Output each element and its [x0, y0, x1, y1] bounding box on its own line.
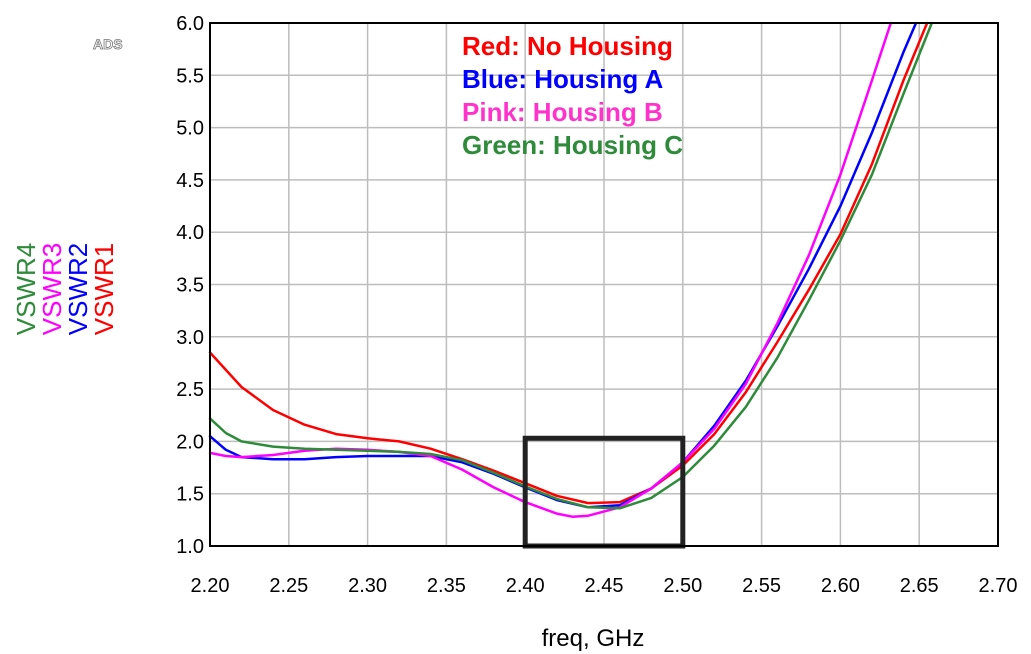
- x-tick-label: 2.45: [585, 575, 624, 597]
- plot-frame: [209, 22, 999, 547]
- y-axis-label-vswr4: VSWR4: [11, 243, 41, 335]
- legend-entry: Blue: Housing A: [462, 64, 663, 94]
- y-tick-label: 2.0: [176, 431, 204, 453]
- y-tick-label: 3.5: [176, 275, 204, 297]
- x-tick-label: 2.70: [979, 575, 1018, 597]
- ads-watermark: ADS: [93, 36, 123, 52]
- legend-entry: Pink: Housing B: [462, 97, 663, 127]
- y-tick-label: 5.5: [176, 65, 204, 87]
- x-tick-label: 2.30: [348, 575, 387, 597]
- y-axis-label-text: VSWR4VSWR3VSWR2VSWR1: [11, 243, 119, 335]
- y-tick-label: 1.0: [176, 536, 204, 558]
- x-tick-label: 2.20: [191, 575, 230, 597]
- y-axis-label: VSWR4VSWR3VSWR2VSWR1: [11, 243, 119, 335]
- legend-entry: Red: No Housing: [462, 31, 673, 61]
- y-tick-label: 4.0: [176, 222, 204, 244]
- y-tick-label: 4.5: [176, 170, 204, 192]
- y-axis-label-vswr1: VSWR1: [89, 243, 119, 335]
- y-tick-label: 1.5: [176, 484, 204, 506]
- series-line-vswr3: [208, 21, 893, 518]
- series-line-vswr1: [208, 21, 929, 505]
- x-tick-label: 2.60: [821, 575, 860, 597]
- y-tick-label: 5.0: [176, 118, 204, 140]
- y-tick-label: 6.0: [176, 13, 204, 35]
- plot-frame-group: [209, 22, 999, 547]
- x-tick-labels: 2.20 2.25 2.30 2.35 2.40 2.45 2.50 2.55 2.60 2.65…: [191, 575, 1018, 597]
- x-tick-label: 2.35: [427, 575, 466, 597]
- y-axis-label-vswr2: VSWR2: [63, 243, 93, 335]
- x-tick-label: 2.55: [742, 575, 781, 597]
- series-group: [208, 21, 934, 518]
- x-axis-title: freq, GHz: [542, 625, 645, 652]
- x-tick-label: 2.40: [506, 575, 545, 597]
- y-tick-label: 2.5: [176, 379, 204, 401]
- y-tick-label: 3.0: [176, 327, 204, 349]
- x-tick-label: 2.50: [663, 575, 702, 597]
- series-line-vswr4: [208, 21, 934, 510]
- legend-entry: Green: Housing C: [462, 130, 683, 160]
- x-tick-label: 2.25: [269, 575, 308, 597]
- y-axis-label-vswr3: VSWR3: [37, 243, 67, 335]
- y-tick-labels: 1.0 1.5 2.0 2.5 3.0 3.5 4.0 4.5 5.0 5.5 6.0: [176, 13, 204, 558]
- series-line-vswr2: [208, 21, 918, 509]
- x-tick-label: 2.65: [900, 575, 939, 597]
